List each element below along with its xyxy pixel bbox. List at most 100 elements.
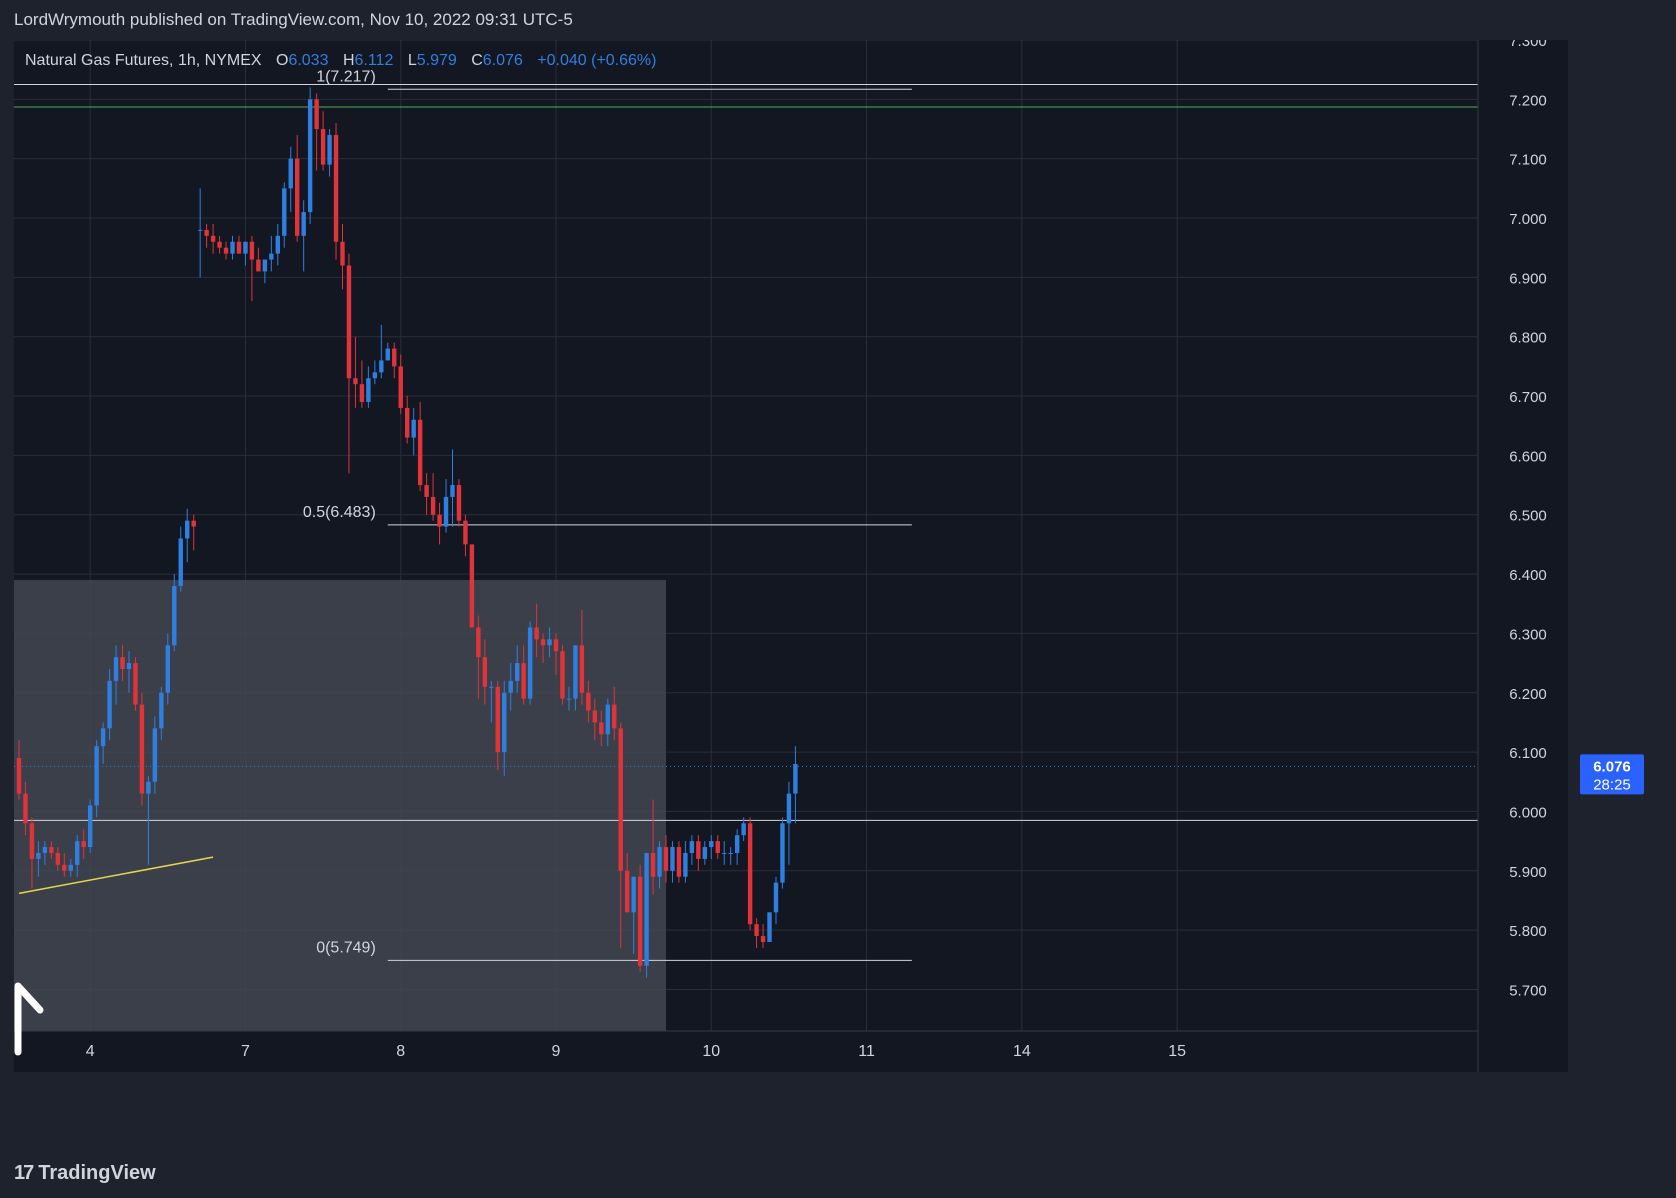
candle <box>709 835 714 859</box>
candle <box>172 574 177 652</box>
candle-body <box>747 823 753 925</box>
candle-body <box>482 657 488 687</box>
legend-l-label: L <box>408 52 417 69</box>
candle <box>734 829 740 865</box>
candle-body <box>94 746 99 806</box>
candle-body <box>346 265 352 379</box>
candle <box>346 253 352 474</box>
candle <box>55 847 61 871</box>
candle <box>385 342 390 361</box>
candle <box>62 852 67 877</box>
candle-body <box>618 728 623 871</box>
candle <box>508 663 513 711</box>
candle-body <box>185 520 190 539</box>
tradingview-brand[interactable]: 17 TradingView <box>14 1160 156 1186</box>
candle <box>87 799 93 853</box>
trendline <box>18 856 214 895</box>
y-tick-label: 5.900 <box>1509 864 1547 881</box>
candle-body <box>760 936 766 942</box>
candle <box>482 639 488 705</box>
chart-frame[interactable]: 1(7.217) 0.5(6.483) 0(5.749) 7.300 7.200 7.1… <box>14 40 1676 1144</box>
candle <box>430 473 436 521</box>
candle <box>113 645 119 705</box>
price-badge: 6.076 28:25 <box>1580 754 1644 795</box>
candle-body <box>463 520 468 545</box>
candle <box>359 360 365 408</box>
candle <box>696 835 701 871</box>
candle-body <box>23 793 28 824</box>
candle <box>786 781 792 865</box>
candle-body <box>320 129 326 165</box>
y-tick-label: 6.200 <box>1509 686 1547 703</box>
price-badge-box <box>1580 754 1644 795</box>
fib-level-label: 1(7.217) <box>316 68 376 85</box>
y-tick-label: 7.300 <box>1509 40 1547 50</box>
candle <box>49 841 54 859</box>
legend-h-label: H <box>343 52 355 69</box>
candle <box>456 479 462 527</box>
legend-c-value: 6.076 <box>483 52 523 69</box>
price-badge-value: 6.076 <box>1593 758 1631 775</box>
candle <box>424 473 429 515</box>
candle-body <box>424 485 429 497</box>
candle-body <box>217 241 222 248</box>
candle-body <box>734 835 740 853</box>
candle-body <box>715 841 720 853</box>
candle <box>793 746 798 824</box>
candle-body <box>295 158 300 236</box>
candle-body <box>262 259 268 272</box>
candle-body <box>372 372 378 379</box>
candle <box>191 514 196 551</box>
candle <box>204 223 209 248</box>
candle-body <box>113 657 119 681</box>
candle <box>514 645 520 693</box>
candle-body <box>605 704 610 735</box>
candlestick-chart[interactable]: 1(7.217) 0.5(6.483) 0(5.749) 7.300 7.200 7.1… <box>14 40 1676 1144</box>
candle-body <box>359 384 365 402</box>
candle-body <box>288 158 293 189</box>
candle-body <box>275 235 280 254</box>
candle <box>773 876 779 925</box>
candle <box>217 235 222 254</box>
candle-body <box>502 692 507 753</box>
candle-body <box>49 847 54 853</box>
candle-body <box>670 847 675 871</box>
candle-body <box>191 520 196 527</box>
candle <box>469 544 475 628</box>
candle-body <box>696 841 701 859</box>
legend-o-label: O <box>276 52 288 69</box>
candle <box>165 633 171 705</box>
candle-body <box>353 378 358 385</box>
x-tick-label: 9 <box>552 1043 561 1060</box>
candle-body <box>450 485 455 497</box>
candle-body <box>204 229 209 236</box>
candle <box>295 134 300 242</box>
candle <box>676 841 682 883</box>
candle <box>249 235 255 302</box>
legend-c-label: C <box>471 52 483 69</box>
candle-body <box>560 651 565 699</box>
candle-body <box>55 852 61 865</box>
trendline-layer[interactable] <box>18 856 214 895</box>
legend-h-value: 6.112 <box>355 52 394 69</box>
candle-body <box>612 704 617 729</box>
candle-body <box>663 847 669 871</box>
candle <box>573 645 578 711</box>
candle <box>210 223 216 254</box>
candle <box>81 829 86 859</box>
candle <box>353 336 358 408</box>
candle <box>68 858 73 877</box>
fib-retracement[interactable]: 1(7.217) 0.5(6.483) 0(5.749) <box>303 68 912 961</box>
candle-body <box>29 823 35 859</box>
candle-body <box>469 544 475 628</box>
legend-o-value: 6.033 <box>288 52 328 69</box>
candle <box>307 87 313 224</box>
candle <box>379 324 384 379</box>
candle <box>605 698 610 747</box>
candle <box>663 835 669 883</box>
y-tick-label: 6.000 <box>1509 804 1547 821</box>
candle <box>715 835 720 859</box>
candle <box>126 651 132 693</box>
publish-line: LordWrymouth published on TradingView.co… <box>14 10 573 29</box>
x-tick-label: 7 <box>241 1043 250 1060</box>
